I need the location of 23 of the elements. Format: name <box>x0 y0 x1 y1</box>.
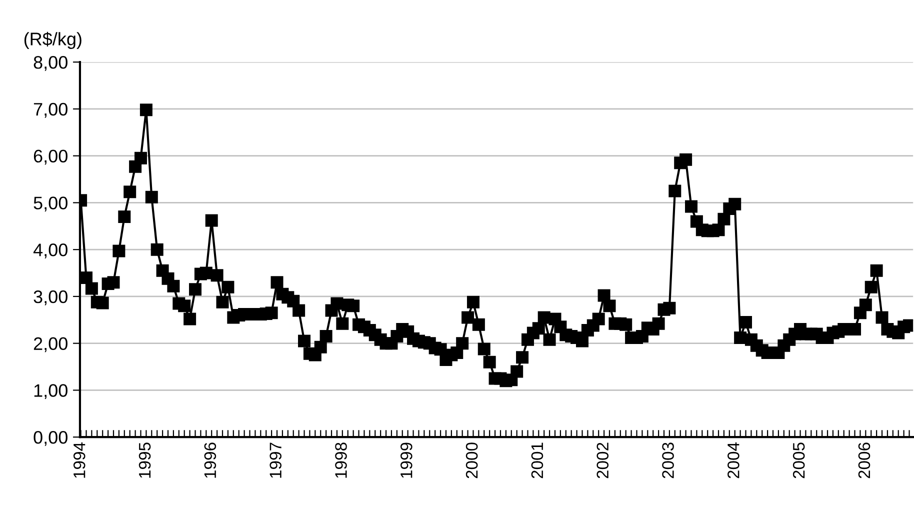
x-tick-label: 2002 <box>596 442 609 478</box>
x-tick-label: 2001 <box>531 442 544 478</box>
x-tick-label: 2005 <box>792 442 805 478</box>
y-tick-label: 6,00 <box>34 150 68 165</box>
y-tick-label: 7,00 <box>34 102 68 118</box>
y-tick-label: 8,00 <box>34 56 68 71</box>
y-tick-label: 1,00 <box>34 384 68 400</box>
y-tick-label: 3,00 <box>34 290 68 306</box>
x-tick-label: 1999 <box>400 442 412 478</box>
x-tick-label: 2000 <box>466 442 478 478</box>
x-tick-label: 2003 <box>662 442 674 478</box>
x-tick-label: 2004 <box>728 442 740 478</box>
y-tick-label: 5,00 <box>34 196 68 212</box>
x-tick-label: 1995 <box>138 442 151 478</box>
x-tick-label: 1994 <box>73 442 86 478</box>
x-tick-label: 2006 <box>858 442 870 478</box>
y-axis-title: (R$/kg) <box>24 32 82 49</box>
x-tick-label: 1997 <box>270 442 282 478</box>
x-tick-label: 1996 <box>204 442 216 478</box>
y-tick-label: 0,00 <box>34 431 68 446</box>
y-tick-label: 4,00 <box>33 244 68 258</box>
y-tick-label: 2,00 <box>34 337 68 352</box>
x-tick-label: 1998 <box>335 442 347 478</box>
